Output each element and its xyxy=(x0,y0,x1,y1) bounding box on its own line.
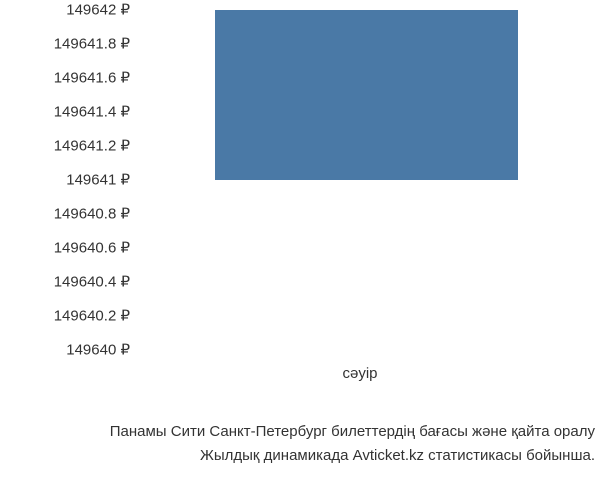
y-tick-label: 149640.6 ₽ xyxy=(0,241,130,256)
y-tick-label: 149641.2 ₽ xyxy=(0,139,130,154)
plot-area xyxy=(140,10,580,350)
y-tick-label: 149640 ₽ xyxy=(0,343,130,358)
caption-line-1: Панамы Сити Санкт-Петербург билеттердің … xyxy=(0,420,595,444)
y-tick-label: 149641 ₽ xyxy=(0,173,130,188)
y-tick-label: 149640.8 ₽ xyxy=(0,207,130,222)
y-tick-label: 149640.2 ₽ xyxy=(0,309,130,324)
caption-line-2: Жылдық динамикада Avticket.kz статистика… xyxy=(0,444,595,468)
y-tick-label: 149641.6 ₽ xyxy=(0,71,130,86)
chart-caption: Панамы Сити Санкт-Петербург билеттердің … xyxy=(0,420,600,468)
bar xyxy=(215,10,519,180)
x-tick-label: сәуір xyxy=(342,365,377,382)
y-axis: 149642 ₽149641.8 ₽149641.6 ₽149641.4 ₽14… xyxy=(0,10,130,350)
x-axis: сәуір xyxy=(140,365,580,395)
y-tick-label: 149641.4 ₽ xyxy=(0,105,130,120)
y-tick-label: 149640.4 ₽ xyxy=(0,275,130,290)
y-tick-label: 149641.8 ₽ xyxy=(0,37,130,52)
y-tick-label: 149642 ₽ xyxy=(0,3,130,18)
chart-container: 149642 ₽ 149641.8 ₽ 149641.6 ₽ 149641.4 ₽ 14… xyxy=(0,0,600,400)
